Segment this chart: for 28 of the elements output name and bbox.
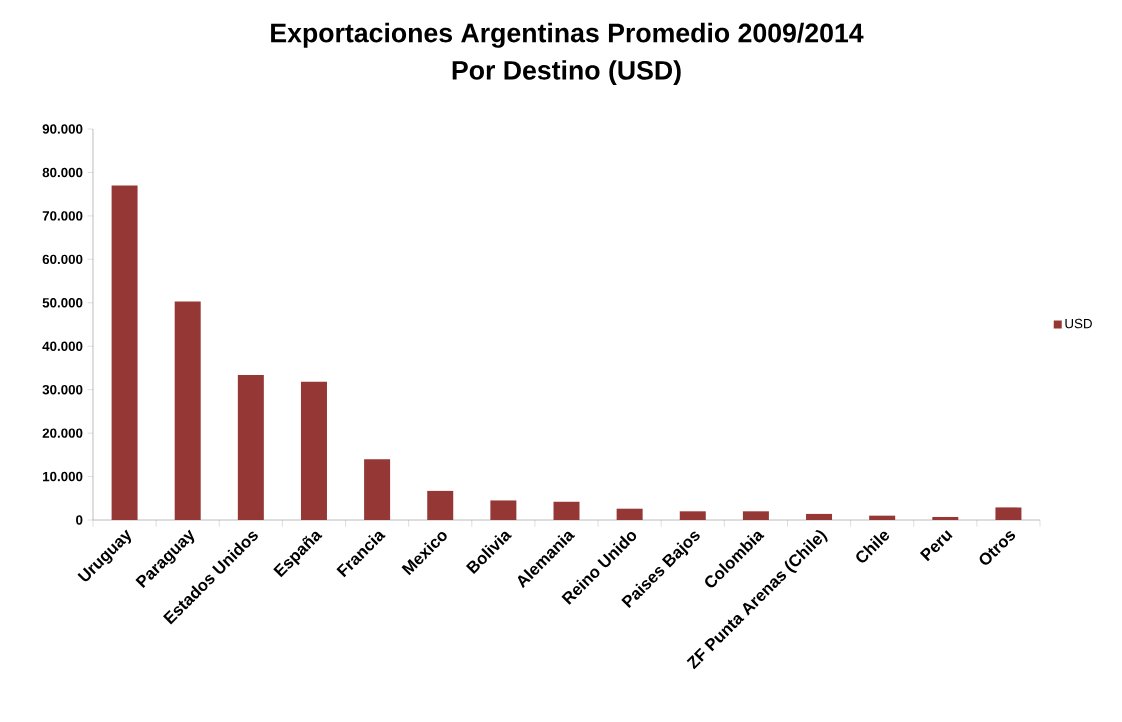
y-tick-label: 30.000 — [42, 384, 83, 395]
y-tick-label: 50.000 — [42, 298, 83, 308]
bar — [932, 516, 959, 520]
chart-subtitle: Por Destino (USD) — [452, 60, 681, 86]
y-tick-label: 80.000 — [42, 167, 83, 178]
y-tick-label: 0 — [76, 515, 83, 525]
y-tick-label: 10.000 — [43, 471, 83, 482]
y-tick-label: 40.000 — [42, 341, 83, 351]
bar — [869, 515, 896, 520]
y-tick-label: 60.000 — [42, 254, 83, 265]
bar — [553, 501, 580, 520]
bar — [237, 374, 264, 520]
bar — [679, 511, 706, 520]
bar — [995, 507, 1022, 520]
bar — [174, 301, 201, 520]
y-tick-label: 20.000 — [42, 428, 83, 438]
bar — [111, 185, 138, 520]
bar — [364, 459, 391, 520]
legend-label: USD — [1065, 318, 1092, 329]
bar — [616, 508, 643, 520]
bar — [806, 513, 833, 520]
bar — [742, 511, 769, 520]
bar — [427, 490, 454, 520]
bar — [490, 500, 517, 520]
y-tick-label: 90.000 — [42, 124, 83, 134]
bar — [300, 381, 327, 520]
chart-title: Exportaciones Argentinas Promedio 2009/2014 — [271, 22, 864, 48]
y-tick-label: 70.000 — [42, 211, 83, 221]
